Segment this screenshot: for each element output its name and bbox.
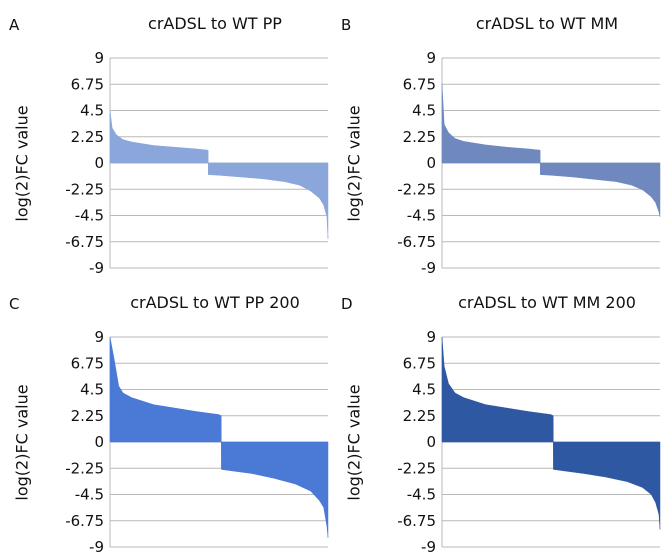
y-tick-label: -4.5 — [75, 486, 104, 504]
y-tick-label: 9 — [426, 328, 436, 346]
y-tick-label: -9 — [89, 538, 104, 556]
data-series-area — [109, 336, 329, 538]
y-tick-label: 2.25 — [403, 128, 436, 146]
chart-title: crADSL to WT PP — [148, 14, 282, 33]
y-tick-label: 9 — [94, 328, 104, 346]
chart-plot: 9 6.75 4.5 2.25 0 -2.25 -4.5 -6.75 -9 — [65, 49, 329, 277]
data-series-area — [441, 83, 661, 217]
y-tick-label: 6.75 — [71, 75, 104, 93]
data-series-area — [441, 336, 661, 530]
chart-title: crADSL to WT MM 200 — [458, 293, 636, 312]
y-tick-label: 6.75 — [71, 354, 104, 372]
y-tick-label: 4.5 — [412, 102, 436, 120]
chart-panel-b: B crADSL to WT MM log(2)FC value 9 6.75 4.… — [332, 0, 664, 279]
y-tick-label: 6.75 — [403, 354, 436, 372]
y-tick-label: -4.5 — [407, 486, 436, 504]
chart-title: crADSL to WT PP 200 — [130, 293, 300, 312]
y-tick-label: 4.5 — [80, 381, 104, 399]
y-tick-label: -4.5 — [407, 207, 436, 225]
chart-panel-a: A crADSL to WT PP log(2)FC value 9 6.75 4.… — [0, 0, 332, 279]
y-tick-label: 4.5 — [412, 381, 436, 399]
y-tick-label: -2.25 — [397, 180, 436, 198]
y-tick-label: 0 — [94, 154, 104, 172]
chart-panel-d: D crADSL to WT MM 200 log(2)FC value 9 6.… — [332, 279, 664, 558]
panel-letter: D — [341, 295, 353, 313]
y-tick-label: -6.75 — [397, 512, 436, 530]
y-tick-label: 2.25 — [71, 128, 104, 146]
y-tick-label: -6.75 — [65, 512, 104, 530]
y-tick-label: -9 — [421, 538, 436, 556]
chart-plot: 9 6.75 4.5 2.25 0 -2.25 -4.5 -6.75 -9 — [65, 328, 329, 556]
y-tick-label: -6.75 — [397, 233, 436, 251]
y-tick-label: 4.5 — [80, 102, 104, 120]
chart-panel-c: C crADSL to WT PP 200 log(2)FC value 9 6.… — [0, 279, 332, 558]
data-series-area — [109, 110, 329, 239]
y-tick-label: -9 — [89, 259, 104, 277]
y-tick-label: -6.75 — [65, 233, 104, 251]
y-tick-label: 0 — [94, 433, 104, 451]
y-tick-label: 9 — [94, 49, 104, 67]
y-tick-label: -2.25 — [397, 459, 436, 477]
y-tick-label: 6.75 — [403, 75, 436, 93]
chart-title: crADSL to WT MM — [475, 14, 619, 33]
panel-letter: C — [9, 295, 20, 313]
chart-plot: 9 6.75 4.5 2.25 0 -2.25 -4.5 -6.75 -9 — [397, 49, 661, 277]
y-tick-label: -2.25 — [65, 180, 104, 198]
y-tick-label: 0 — [426, 433, 436, 451]
y-tick-label: -4.5 — [75, 207, 104, 225]
y-tick-label: -2.25 — [65, 459, 104, 477]
panel-letter: B — [341, 16, 352, 34]
y-tick-label: 0 — [426, 154, 436, 172]
panel-letter: A — [9, 16, 20, 34]
y-tick-label: 2.25 — [71, 407, 104, 425]
y-tick-label: -9 — [421, 259, 436, 277]
y-tick-label: 9 — [426, 49, 436, 67]
chart-plot: 9 6.75 4.5 2.25 0 -2.25 -4.5 -6.75 -9 — [397, 328, 661, 556]
y-tick-label: 2.25 — [403, 407, 436, 425]
